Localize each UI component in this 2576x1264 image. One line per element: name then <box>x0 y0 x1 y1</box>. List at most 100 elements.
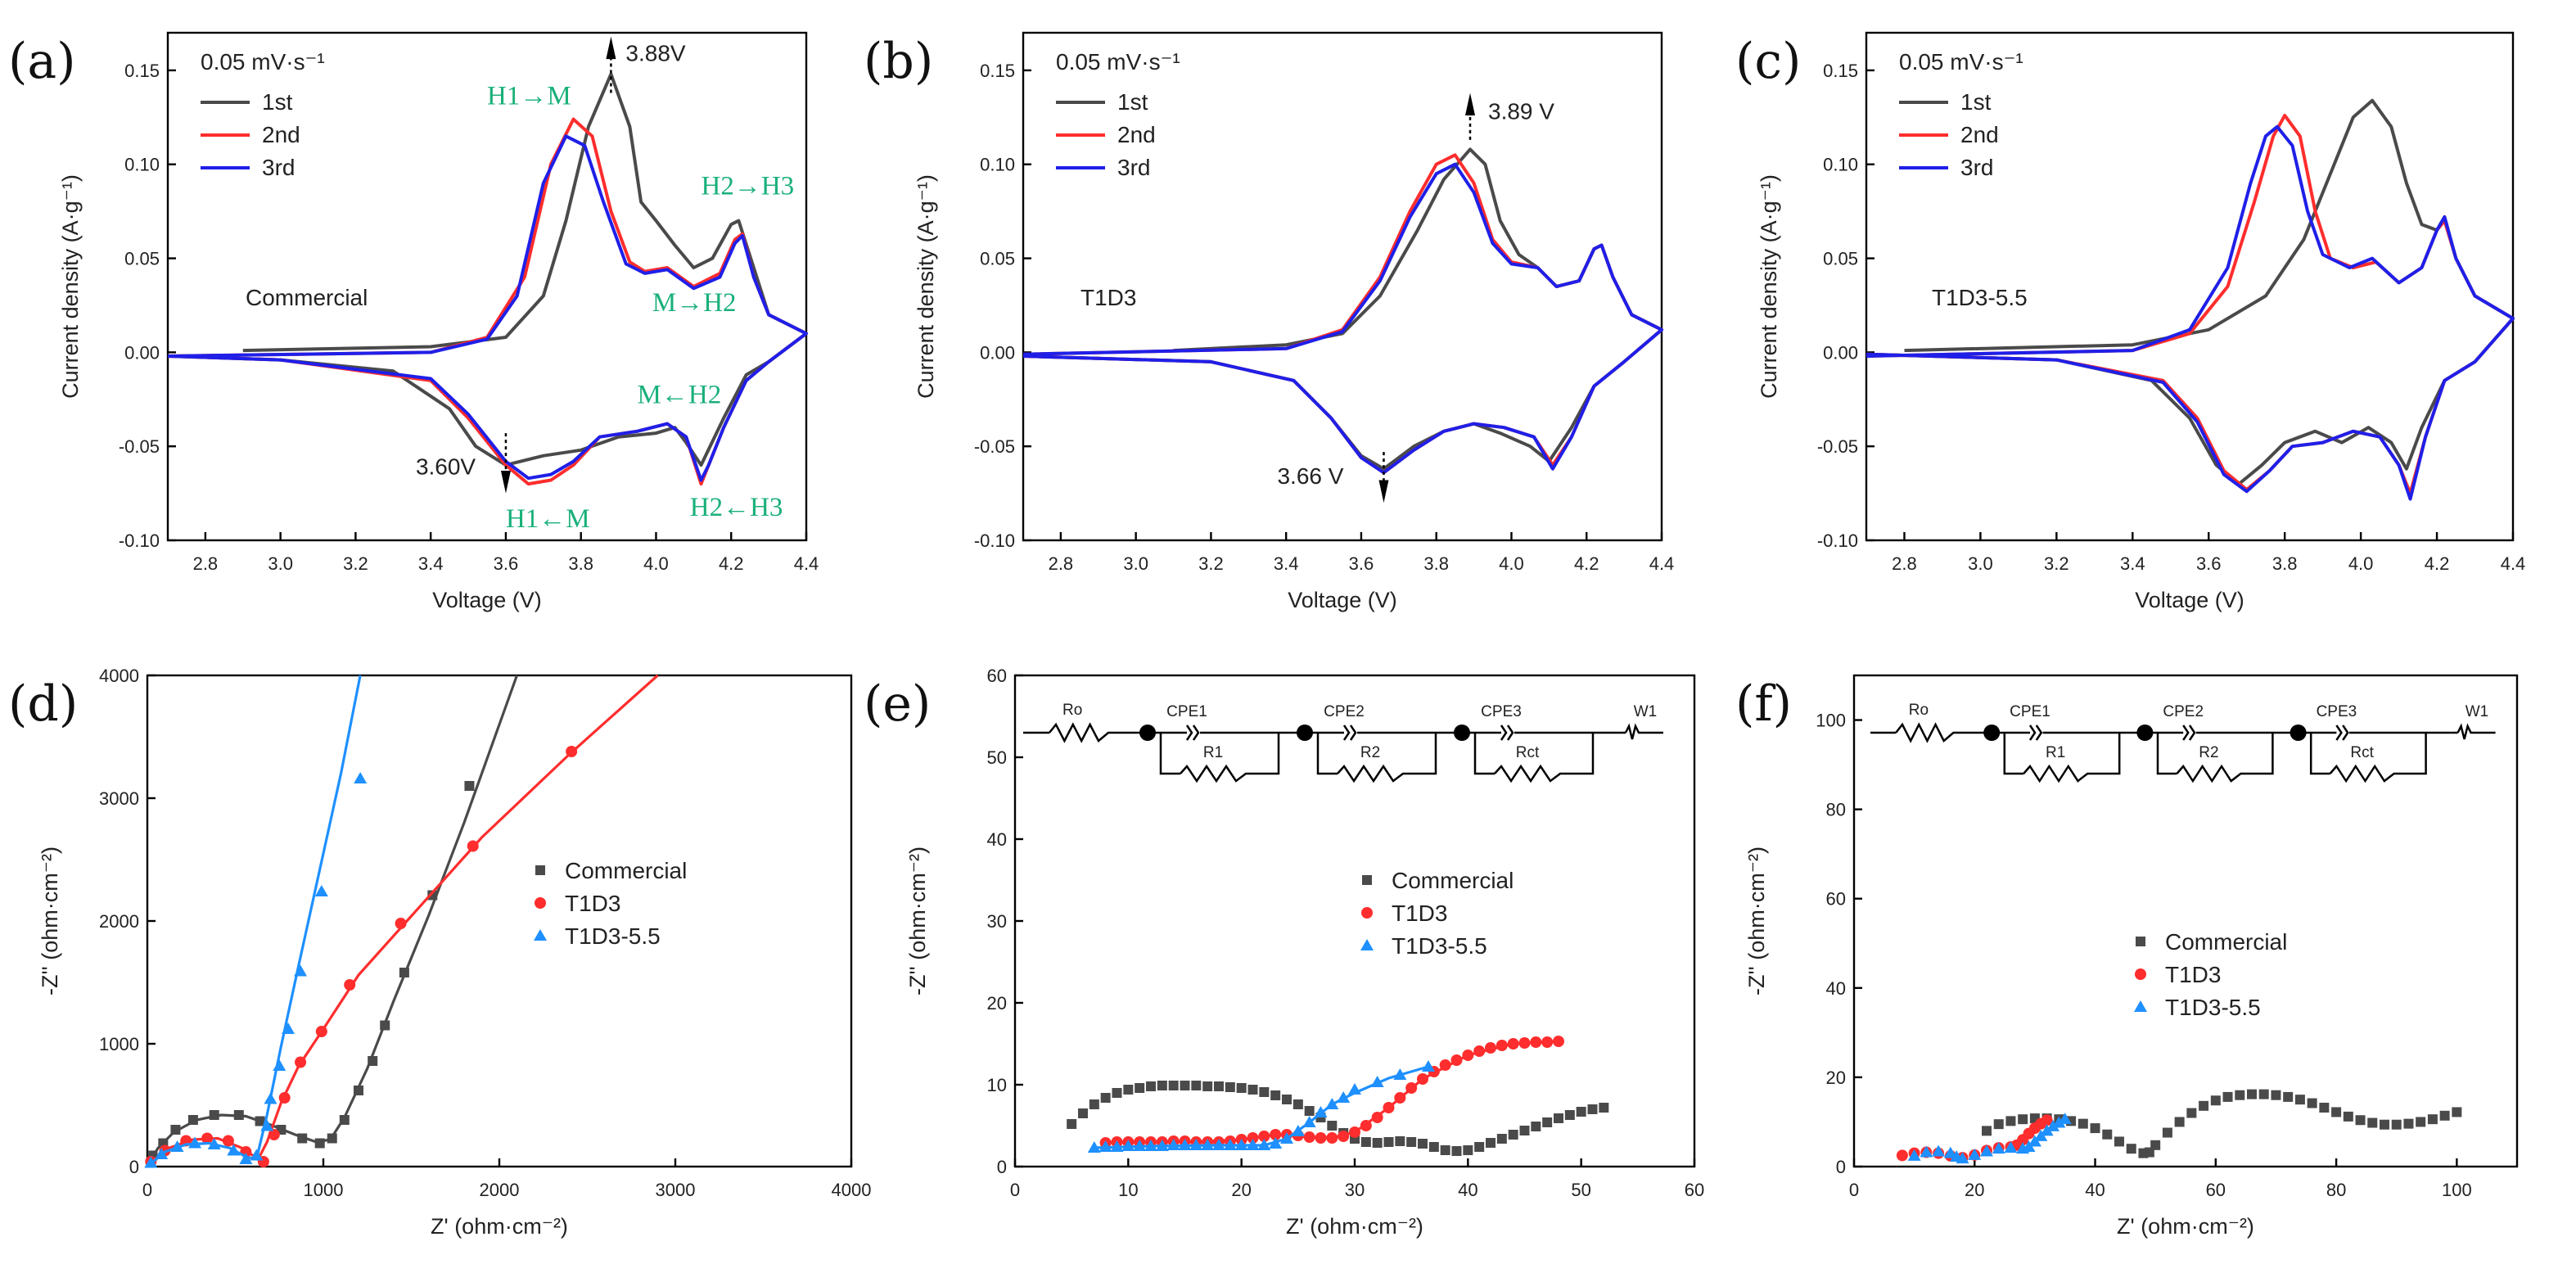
data-point-Commercial <box>1180 1081 1190 1090</box>
data-point-T1D3-5.5 <box>1246 1139 1260 1150</box>
scan-rate-label: 0.05 mV·s⁻¹ <box>1899 49 2023 74</box>
data-point-Commercial <box>399 968 409 977</box>
circuit-label: R2 <box>2199 744 2218 761</box>
x-tick-label: 40 <box>1458 1180 1477 1200</box>
data-point-Commercial <box>1236 1083 1247 1093</box>
data-point-T1D3 <box>268 1129 280 1140</box>
cpe-symbol <box>1185 725 1200 741</box>
x-tick-label: 0 <box>1849 1180 1859 1200</box>
y-tick-label: 30 <box>987 911 1007 932</box>
data-point-T1D3-5.5 <box>260 1119 274 1131</box>
resistor <box>1180 733 1280 783</box>
x-axis-label: Z' (ohm·cm⁻²) <box>1286 1214 1423 1239</box>
data-point-Commercial <box>1168 1081 1179 1090</box>
legend-marker <box>535 897 546 909</box>
data-point-Commercial <box>2005 1116 2016 1126</box>
x-tick-label: 3.0 <box>268 553 293 574</box>
data-point-Commercial <box>2403 1118 2414 1129</box>
data-point-Commercial <box>2102 1129 2113 1140</box>
series-line-3rd <box>167 134 808 482</box>
data-point-T1D3 <box>1394 1092 1406 1104</box>
x-tick-label: 4.0 <box>643 553 669 574</box>
y-tick-label: 0.00 <box>980 342 1015 363</box>
data-point-Commercial <box>1157 1081 1167 1090</box>
equivalent-circuit: Ro CPE1 R1 CPE2 R2 CPE3 Rct W1 <box>1870 702 2496 783</box>
up-arrow-icon <box>1465 93 1475 116</box>
data-point-Commercial <box>427 890 438 901</box>
legend-label: T1D3-5.5 <box>1392 933 1487 959</box>
data-point-Commercial <box>2319 1103 2330 1113</box>
data-point-T1D3-5.5 <box>144 1156 158 1168</box>
cpe-symbol <box>2335 725 2349 741</box>
resistor-ro <box>1895 722 1992 743</box>
y-tick-label: 10 <box>987 1075 1007 1095</box>
data-point-T1D3-5.5 <box>207 1138 221 1149</box>
data-point-Commercial <box>380 1020 390 1031</box>
x-tick-label: 3.8 <box>1423 553 1449 574</box>
data-point-Commercial <box>2114 1136 2124 1147</box>
data-point-T1D3-5.5 <box>2040 1124 2054 1136</box>
series-line-3rd <box>1022 162 1663 475</box>
data-point-T1D3 <box>1417 1073 1428 1085</box>
panel-label: (c) <box>1735 33 1801 90</box>
x-axis-label: Z' (ohm·cm⁻²) <box>431 1214 568 1239</box>
circuit-label: R1 <box>1203 744 1223 761</box>
data-point-Commercial <box>1123 1085 1134 1095</box>
y-tick-label: 0.00 <box>124 342 160 363</box>
data-point-T1D3 <box>295 1056 307 1068</box>
data-point-Commercial <box>1214 1081 1224 1091</box>
data-point-Commercial <box>368 1056 378 1066</box>
data-point-T1D3 <box>467 840 479 852</box>
x-axis-label: Z' (ohm·cm⁻²) <box>2117 1214 2254 1239</box>
y-tick-label: 0.05 <box>1823 249 1858 269</box>
data-point-T1D3-5.5 <box>1956 1152 1969 1164</box>
resistor <box>1337 733 1437 783</box>
plot-frame <box>146 674 853 1168</box>
data-point-T1D3-5.5 <box>250 1149 264 1161</box>
x-axis-label: Voltage (V) <box>1288 588 1397 612</box>
x-tick-label: 1000 <box>304 1180 344 1200</box>
legend-marker <box>1361 907 1373 919</box>
panel-e: (e) 0 10 20 30 40 50 60 0 10 20 30 40 50 60 Z' (ohm·cm⁻… <box>864 666 1704 1239</box>
y-tick-label: 50 <box>987 747 1007 768</box>
x-tick-label: 3.6 <box>2196 553 2222 574</box>
data-point-Commercial <box>2258 1089 2269 1099</box>
data-point-T1D3 <box>2041 1114 2053 1126</box>
resistor <box>2329 733 2427 783</box>
data-point-Commercial <box>2271 1090 2281 1100</box>
data-point-T1D3-5.5 <box>1920 1145 1933 1158</box>
data-point-T1D3 <box>1270 1129 1282 1140</box>
data-point-T1D3-5.5 <box>1337 1091 1351 1103</box>
x-tick-label: 60 <box>2206 1180 2226 1200</box>
data-point-Commercial <box>170 1125 181 1135</box>
x-tick-label: 3.6 <box>494 553 519 574</box>
x-tick-label: 40 <box>2085 1180 2105 1200</box>
data-point-Commercial <box>1463 1145 1473 1155</box>
data-point-T1D3-5.5 <box>1421 1060 1435 1072</box>
data-point-T1D3-5.5 <box>1144 1140 1157 1151</box>
y-tick-label: 0.10 <box>980 155 1015 175</box>
y-tick-label: 0 <box>1836 1157 1846 1177</box>
panel-label: (e) <box>864 675 931 733</box>
x-tick-label: 3.2 <box>2044 553 2069 574</box>
x-tick-label: 3.2 <box>1198 553 1224 574</box>
legend-label: 3rd <box>1117 155 1150 180</box>
legend-label: 2nd <box>1960 122 1999 147</box>
data-point-T1D3-5.5 <box>1314 1106 1328 1117</box>
data-point-Commercial <box>2126 1144 2136 1154</box>
up-arrow-icon <box>606 36 616 60</box>
phase-transition-label: H2←H3 <box>690 493 783 522</box>
data-point-Commercial <box>1225 1082 1235 1092</box>
data-point-Commercial <box>2210 1095 2221 1106</box>
data-point-T1D3-5.5 <box>1302 1116 1316 1127</box>
data-point-T1D3-5.5 <box>239 1153 253 1164</box>
legend-label: T1D3-5.5 <box>2165 995 2261 1020</box>
data-point-T1D3 <box>344 979 356 991</box>
data-point-Commercial <box>1418 1139 1428 1149</box>
sample-label: T1D3 <box>1080 285 1136 310</box>
data-point-T1D3-5.5 <box>1393 1068 1407 1080</box>
circuit-label: R1 <box>2046 744 2065 761</box>
circuit-label: W1 <box>2465 703 2489 720</box>
data-point-Commercial <box>2077 1118 2088 1129</box>
data-point-Commercial <box>1191 1081 1202 1090</box>
